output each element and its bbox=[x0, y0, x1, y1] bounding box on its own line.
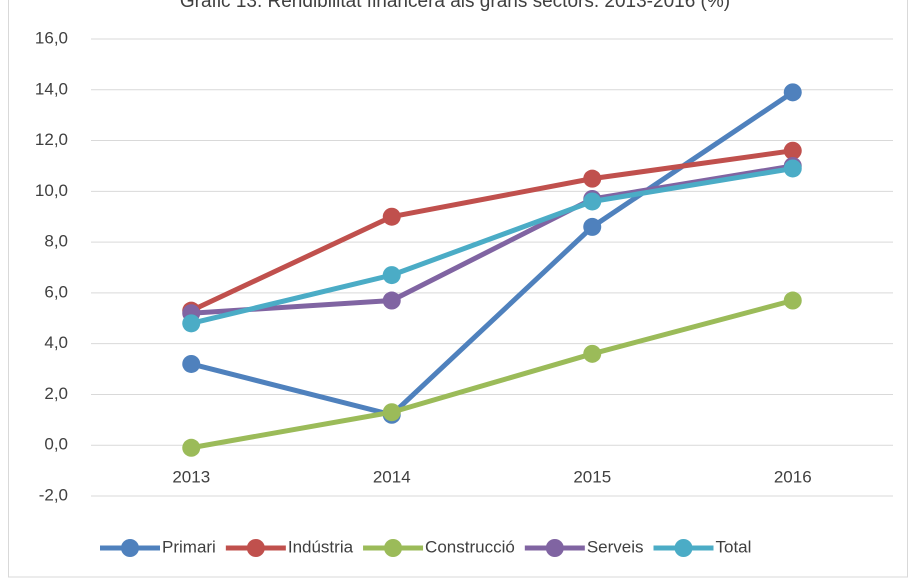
legend-label: Construcció bbox=[425, 537, 515, 556]
data-point bbox=[783, 291, 802, 310]
x-tick-label: 2015 bbox=[573, 467, 611, 486]
data-point bbox=[583, 169, 602, 188]
legend-marker bbox=[121, 539, 139, 557]
series-line bbox=[190, 90, 795, 418]
series-line bbox=[190, 298, 794, 451]
y-tick-label: 14,0 bbox=[35, 79, 68, 98]
data-point bbox=[783, 141, 802, 160]
y-tick-label: 0,0 bbox=[44, 435, 68, 454]
y-tick-label: 8,0 bbox=[44, 232, 68, 251]
legend-marker bbox=[246, 539, 265, 557]
data-point bbox=[583, 192, 602, 211]
data-point bbox=[382, 291, 401, 310]
legend-label: Indústria bbox=[288, 537, 354, 556]
data-point bbox=[182, 354, 201, 373]
data-point bbox=[382, 207, 401, 226]
series-line bbox=[191, 163, 794, 316]
y-tick-label: 4,0 bbox=[44, 333, 68, 352]
x-tick-label: 2016 bbox=[774, 467, 812, 486]
legend-label: Total bbox=[716, 537, 752, 556]
legend-marker bbox=[545, 539, 564, 557]
y-tick-label: 2,0 bbox=[44, 384, 68, 403]
data-point bbox=[783, 83, 802, 102]
series-line bbox=[190, 148, 794, 313]
legend-label: Primari bbox=[162, 537, 216, 556]
x-tick-label: 2014 bbox=[373, 467, 411, 486]
series-line bbox=[190, 166, 794, 326]
chart-border bbox=[8, 0, 908, 578]
data-point bbox=[382, 403, 401, 422]
legend-marker bbox=[674, 539, 693, 557]
data-point bbox=[583, 344, 602, 363]
data-point bbox=[783, 159, 802, 178]
data-point bbox=[583, 217, 602, 236]
chart-title: Gràfic 13. Rendibilitat financera als gr… bbox=[180, 0, 730, 12]
y-tick-label: -2,0 bbox=[39, 485, 68, 504]
data-point bbox=[382, 266, 401, 285]
y-tick-label: 12,0 bbox=[35, 130, 68, 149]
legend-label: Serveis bbox=[587, 537, 644, 556]
data-point bbox=[182, 314, 201, 333]
legend-marker bbox=[384, 539, 403, 557]
y-tick-label: 6,0 bbox=[44, 282, 68, 301]
data-point bbox=[182, 438, 201, 457]
x-tick-label: 2013 bbox=[172, 467, 210, 486]
y-tick-label: 10,0 bbox=[35, 181, 68, 200]
y-tick-label: 16,0 bbox=[35, 28, 68, 47]
